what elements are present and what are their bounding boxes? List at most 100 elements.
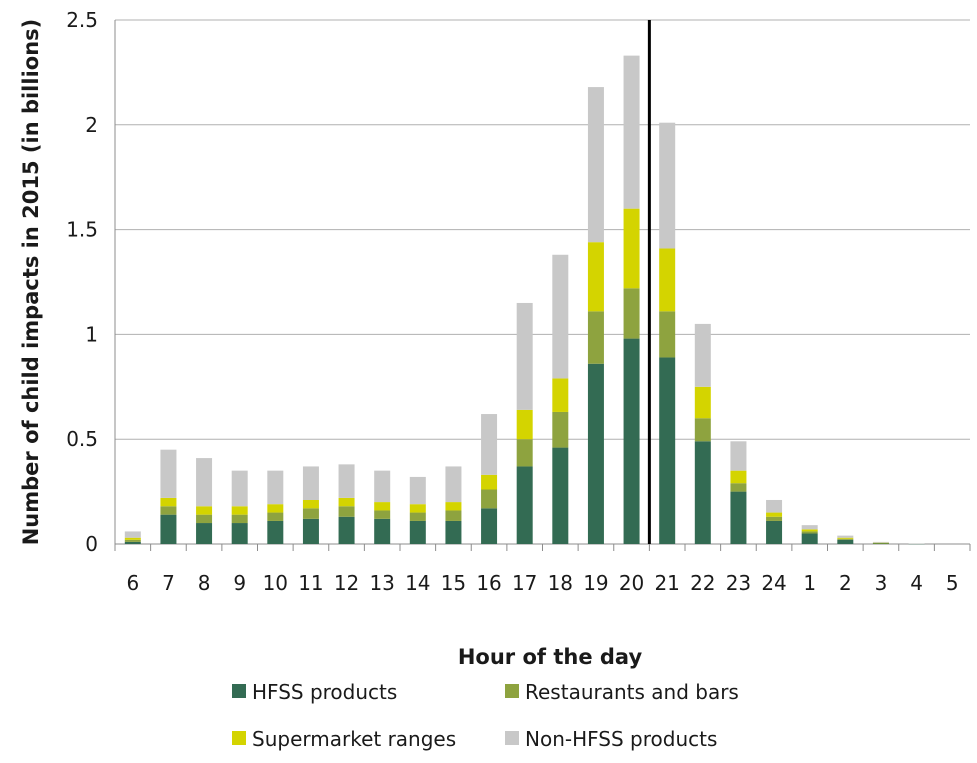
bar-segment-hfss-products [196,523,213,544]
x-tick-label: 11 [298,571,323,595]
bar-segment-non-hfss-products [267,470,284,505]
x-tick-label: 14 [405,571,430,595]
bar-segment-restaurants-and-bars [302,508,319,519]
bar-segment-non-hfss-products [374,470,391,503]
bar-segment-non-hfss-products [409,476,426,505]
x-tick-label: 1 [803,571,816,595]
bar-segment-supermarket-ranges [445,502,462,511]
bar-segment-hfss-products [231,523,248,544]
bar-segment-hfss-products [837,539,854,544]
bar-segment-non-hfss-products [837,535,854,538]
bar-segment-supermarket-ranges [552,378,569,412]
x-tick-label: 24 [761,571,786,595]
bar-segment-hfss-products [659,357,676,544]
bar-segment-supermarket-ranges [338,497,355,507]
bar-segment-supermarket-ranges [659,248,676,312]
bar-segment-supermarket-ranges [587,242,604,312]
bar-segment-supermarket-ranges [516,409,533,440]
x-tick-label: 4 [910,571,923,595]
legend-label: HFSS products [252,680,397,704]
legend-label: Non-HFSS products [525,727,717,751]
bar-segment-hfss-products [801,533,818,544]
bar-segment-supermarket-ranges [730,470,747,484]
bar-segment-hfss-products [481,508,498,544]
bar-segment-non-hfss-products [231,470,248,507]
bar-segment-non-hfss-products [872,541,889,543]
bar-segment-supermarket-ranges [481,474,498,490]
bar-segment-supermarket-ranges [623,208,640,289]
bar-segment-hfss-products [623,338,640,544]
bar-segment-restaurants-and-bars [552,411,569,448]
bar-segment-restaurants-and-bars [409,512,426,521]
bar-segment-hfss-products [766,520,783,544]
legend-swatch [232,684,246,698]
bar-segment-hfss-products [409,520,426,544]
x-tick-label: 18 [548,571,573,595]
bar-segment-hfss-products [160,514,177,544]
bar-segment-restaurants-and-bars [623,288,640,339]
bar-segment-restaurants-and-bars [694,418,711,442]
legend-swatch [505,684,519,698]
bar-segment-non-hfss-products [659,122,676,249]
x-tick-label: 19 [583,571,608,595]
x-tick-label: 13 [369,571,394,595]
y-tick-label: 1.5 [66,218,98,242]
bar-segment-non-hfss-products [160,449,177,498]
bar-segment-supermarket-ranges [231,506,248,515]
x-tick-label: 17 [512,571,537,595]
bar-segment-non-hfss-products [338,464,355,498]
x-tick-label: 16 [476,571,501,595]
x-tick-label: 15 [441,571,466,595]
x-tick-label: 22 [690,571,715,595]
x-tick-label: 10 [263,571,288,595]
x-tick-label: 20 [619,571,644,595]
bar-segment-restaurants-and-bars [374,510,391,519]
bar-segment-restaurants-and-bars [445,510,462,521]
bar-segment-non-hfss-products [196,458,213,507]
legend-swatch [232,731,246,745]
x-axis-title: Hour of the day [458,645,643,669]
bar-segment-restaurants-and-bars [124,539,141,542]
bar-segment-hfss-products [445,520,462,544]
bar-segment-restaurants-and-bars [587,311,604,364]
bar-segment-restaurants-and-bars [730,483,747,492]
bar-segment-restaurants-and-bars [267,512,284,521]
bar-segment-hfss-products [872,543,889,544]
bar-segment-supermarket-ranges [766,512,783,517]
bar-segment-non-hfss-products [302,466,319,500]
x-tick-label: 23 [726,571,751,595]
bar-segment-non-hfss-products [481,414,498,475]
y-axis: 0 0.5 1 1.5 2 2.5 [66,8,116,556]
y-axis-title: Number of child impacts in 2015 (in bill… [19,19,43,546]
bar-segment-hfss-products [338,516,355,544]
x-tick-label: 2 [839,571,852,595]
bar-segment-non-hfss-products [445,466,462,503]
bar-segment-restaurants-and-bars [338,506,355,517]
bar-segment-hfss-products [730,491,747,544]
x-tick-label: 21 [654,571,679,595]
bar-segment-hfss-products [267,520,284,544]
bar-segment-hfss-products [124,541,141,544]
bar-segment-supermarket-ranges [160,497,177,507]
legend-label: Supermarket ranges [252,727,456,751]
y-tick-label: 2.5 [66,8,98,32]
x-tick-label: 7 [162,571,175,595]
bar-segment-hfss-products [374,518,391,544]
bar-segment-restaurants-and-bars [231,514,248,524]
bar-segment-non-hfss-products [766,499,783,513]
bar-segment-hfss-products [516,466,533,544]
x-axis: 6 7 8 9 10 11 12 13 14 15 16 17 18 19 20 21 22 23 24 1 2 3 4 5 [114,544,971,595]
bar-segment-supermarket-ranges [267,504,284,513]
y-tick-label: 2 [85,113,98,137]
x-tick-label: 9 [233,571,246,595]
bar-segment-hfss-products [302,518,319,544]
bar-segment-restaurants-and-bars [801,531,818,534]
bar-segment-supermarket-ranges [837,537,854,539]
x-tick-label: 12 [334,571,359,595]
bar-segment-hfss-products [694,441,711,544]
bar-segment-restaurants-and-bars [481,489,498,509]
bar-segment-restaurants-and-bars [837,538,854,540]
bar-segment-non-hfss-products [124,531,141,538]
legend-label: Restaurants and bars [525,680,739,704]
